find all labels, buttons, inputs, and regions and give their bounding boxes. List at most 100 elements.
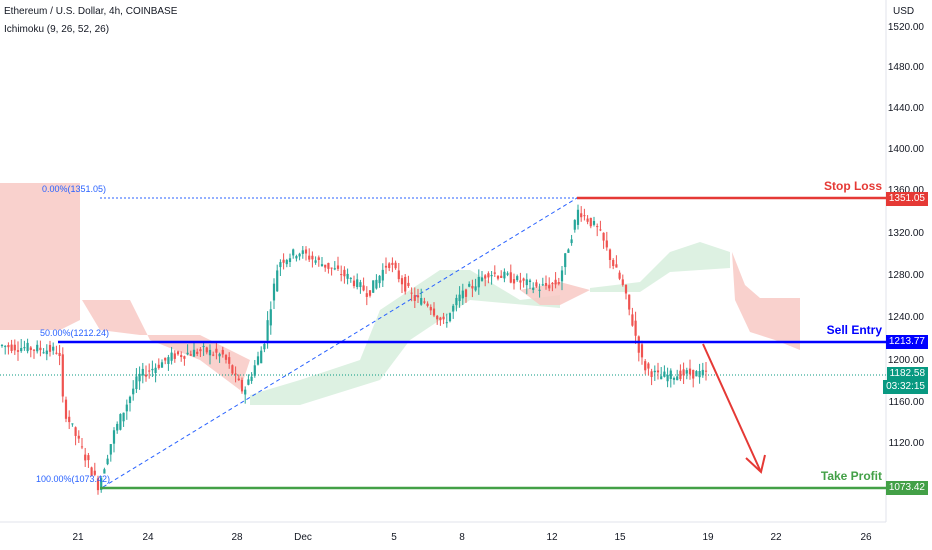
time-tick-label: 15 bbox=[614, 532, 626, 543]
candle-body bbox=[26, 342, 29, 352]
candle-body bbox=[292, 249, 295, 256]
candle-body bbox=[439, 317, 442, 321]
candle-body bbox=[637, 336, 640, 353]
candle-body bbox=[621, 279, 624, 285]
candle-body bbox=[4, 345, 7, 347]
candle-body bbox=[701, 369, 704, 376]
candle-body bbox=[320, 264, 324, 267]
candle-body bbox=[324, 264, 327, 268]
candle-body bbox=[141, 368, 144, 376]
candle-body bbox=[74, 427, 77, 436]
candle-body bbox=[647, 363, 650, 369]
cloud-patch bbox=[732, 252, 800, 350]
candle-body bbox=[375, 279, 378, 289]
candle-body bbox=[0, 345, 4, 347]
candle-body bbox=[698, 370, 701, 378]
fib-top-label: 0.00%(1351.05) bbox=[42, 184, 107, 194]
indicator-label[interactable]: Ichimoku (9, 26, 52, 26) bbox=[4, 24, 110, 35]
candle-body bbox=[202, 345, 205, 348]
candle-body bbox=[314, 260, 317, 263]
candle-body bbox=[39, 347, 42, 351]
candle-body bbox=[416, 295, 420, 298]
candle-body bbox=[669, 370, 672, 379]
candle-body bbox=[589, 217, 592, 227]
countdown-tag: 03:32:15 bbox=[883, 380, 928, 394]
candle-body bbox=[196, 351, 199, 354]
candle-body bbox=[132, 388, 135, 395]
candle-body bbox=[170, 352, 173, 361]
candle-body bbox=[602, 232, 605, 241]
candle-body bbox=[282, 259, 285, 263]
candle-body bbox=[276, 270, 279, 292]
candle-body bbox=[362, 285, 365, 291]
candle-body bbox=[269, 309, 272, 326]
candle-body bbox=[288, 258, 292, 263]
candle-body bbox=[125, 404, 128, 412]
take-profit-price-tag: 1073.42 bbox=[885, 481, 928, 495]
candle-body bbox=[93, 470, 96, 475]
candle-body bbox=[442, 316, 445, 320]
candle-body bbox=[468, 283, 471, 287]
last-price-tag: 1182.58 bbox=[886, 367, 928, 381]
candle-body bbox=[356, 279, 359, 288]
candle-body bbox=[215, 348, 218, 353]
candle-body bbox=[388, 263, 391, 269]
fib-bottom-label: 100.00%(1073.42) bbox=[36, 474, 111, 484]
candle-body bbox=[516, 276, 519, 281]
candle-body bbox=[333, 268, 336, 270]
cloud-patch bbox=[250, 270, 560, 405]
candle-body bbox=[301, 250, 304, 254]
candle-body bbox=[464, 289, 468, 297]
candle-body bbox=[183, 356, 186, 359]
candle-body bbox=[189, 354, 192, 356]
candle-body bbox=[336, 265, 340, 269]
candle-body bbox=[285, 260, 288, 265]
time-tick-label: 24 bbox=[142, 532, 154, 543]
candle-body bbox=[349, 277, 352, 279]
candle-body bbox=[634, 320, 637, 336]
candle-body bbox=[640, 344, 644, 358]
candle-body bbox=[679, 370, 682, 380]
candle-body bbox=[663, 371, 666, 377]
candle-body bbox=[672, 377, 676, 380]
candle-body bbox=[688, 368, 692, 375]
candle-body bbox=[343, 269, 346, 277]
candle-body bbox=[231, 365, 234, 374]
candle-body bbox=[55, 352, 58, 354]
candle-body bbox=[628, 294, 631, 310]
time-tick-label: 12 bbox=[546, 532, 558, 543]
candle-body bbox=[477, 276, 480, 288]
candle-body bbox=[106, 458, 109, 465]
ichimoku-cloud bbox=[0, 183, 800, 405]
candle-body bbox=[279, 262, 282, 268]
candle-body bbox=[234, 373, 237, 375]
candle-body bbox=[557, 282, 560, 284]
candle-body bbox=[653, 370, 656, 373]
candle-body bbox=[247, 379, 250, 385]
candle-body bbox=[519, 280, 522, 283]
candle-body bbox=[448, 313, 452, 322]
candle-body bbox=[512, 279, 516, 284]
time-tick-label: 26 bbox=[860, 532, 872, 543]
candle-body bbox=[570, 239, 573, 244]
candle-body bbox=[596, 226, 599, 228]
candle-body bbox=[567, 249, 570, 253]
candle-body bbox=[224, 355, 228, 360]
candle-body bbox=[112, 430, 116, 444]
candle-body bbox=[612, 259, 615, 267]
candle-body bbox=[151, 368, 154, 371]
candle-body bbox=[503, 271, 506, 279]
candle-body bbox=[487, 273, 490, 278]
candle-body bbox=[119, 414, 122, 430]
candle-body bbox=[304, 249, 308, 254]
candle-body bbox=[144, 374, 148, 377]
candle-body bbox=[682, 369, 685, 376]
candle-body bbox=[605, 240, 608, 248]
candle-body bbox=[404, 276, 407, 292]
cloud-patch bbox=[520, 282, 590, 305]
candle-body bbox=[407, 282, 410, 286]
candle-body bbox=[186, 352, 189, 355]
candle-body bbox=[471, 285, 474, 289]
candle-body bbox=[538, 289, 541, 291]
